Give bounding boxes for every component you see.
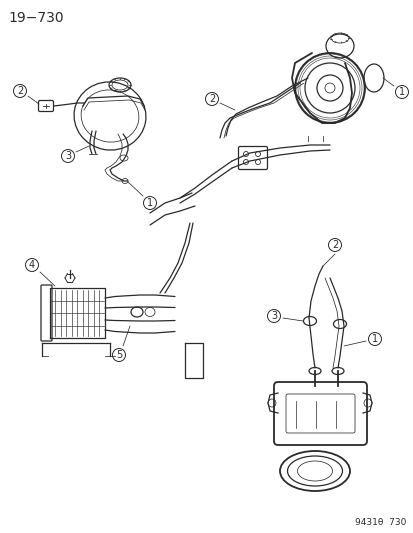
Text: 5: 5 xyxy=(116,350,122,360)
Text: 1: 1 xyxy=(147,198,153,208)
Text: 4: 4 xyxy=(29,260,35,270)
Text: 3: 3 xyxy=(65,151,71,161)
Text: 19−730: 19−730 xyxy=(8,11,64,25)
Text: 2: 2 xyxy=(17,86,23,96)
Text: 1: 1 xyxy=(398,87,404,97)
Text: 2: 2 xyxy=(331,240,337,250)
Text: 1: 1 xyxy=(371,334,377,344)
Text: 2: 2 xyxy=(209,94,215,104)
Text: 3: 3 xyxy=(270,311,276,321)
Text: 9431θ  730: 9431θ 730 xyxy=(354,518,405,527)
